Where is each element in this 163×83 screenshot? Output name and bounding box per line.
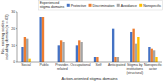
y-tick-label: 0 — [13, 60, 15, 64]
x-tick-label-line: actor — [149, 67, 158, 71]
y-tick-label: 30 — [11, 10, 15, 14]
bar — [39, 17, 41, 62]
bar — [96, 57, 98, 62]
bar — [130, 32, 132, 62]
legend-swatch — [89, 4, 92, 7]
bar — [60, 40, 62, 62]
y-tick — [16, 28, 17, 29]
x-tick-label-line: Anticipated — [108, 63, 125, 67]
x-tick-label: Occupational — [70, 63, 91, 67]
x-tick-label-line: (structural) — [126, 71, 143, 75]
bar — [26, 39, 28, 62]
x-tick-label: Self — [96, 63, 102, 67]
legend-label: Avoidance — [121, 4, 137, 8]
y-axis — [17, 12, 18, 62]
y-tick — [16, 12, 17, 13]
bars — [21, 17, 157, 62]
x-tick-label: Provider-related — [55, 63, 70, 71]
bar — [78, 40, 80, 62]
y-tick-label: 10 — [11, 44, 15, 48]
bar — [132, 29, 134, 62]
legend-swatch — [67, 4, 70, 7]
bar — [153, 50, 155, 62]
bar — [62, 42, 64, 62]
bar — [114, 57, 116, 62]
bar — [137, 37, 139, 62]
legend-label: Nonspecific — [143, 4, 161, 8]
x-tick-label-line: Occupational — [70, 63, 91, 67]
x-tick-label-line: Self — [96, 63, 102, 67]
bar — [24, 37, 26, 62]
legend-swatch — [139, 4, 142, 7]
x-axis-label: Action-oriented stigma domains — [61, 76, 117, 81]
y-tick — [16, 45, 17, 46]
bar — [28, 59, 30, 62]
legend-frame — [39, 1, 163, 11]
y-axis-label: No. existing scalesincluding domain (n =… — [0, 14, 9, 60]
bar — [21, 47, 23, 62]
legend-label: Discrimination — [93, 4, 115, 8]
bar — [155, 57, 157, 62]
x-tick-label: Social — [21, 63, 31, 67]
x-tick-label-line: related — [57, 67, 68, 71]
legend-title: Experiencedstigma domains — [40, 1, 65, 9]
bar — [94, 57, 96, 62]
x-tick-label: Anticipated — [108, 63, 125, 67]
bar — [151, 49, 153, 62]
bar — [112, 29, 114, 62]
y-tick-label: 20 — [11, 27, 15, 31]
y-axis-label-line: including domain (n = 43) — [4, 14, 9, 60]
legend-label: Protective — [71, 4, 87, 8]
legend-swatch — [117, 4, 120, 7]
bar — [135, 44, 137, 62]
bar — [58, 45, 60, 62]
chart: 0 10 20 30 Social Public Provider-relatedOccup… — [0, 0, 163, 83]
bar — [80, 42, 82, 62]
x-tick-label-line: Social — [21, 63, 31, 67]
legend: Experiencedstigma domains Protective Discr… — [39, 1, 163, 11]
bar — [148, 47, 150, 62]
bar — [42, 17, 44, 62]
x-tick-label: Stigma byinstitutions(structural) — [126, 63, 143, 75]
x-tick-label: Public — [39, 63, 49, 67]
bar — [76, 45, 78, 62]
bar — [117, 57, 119, 62]
legend-title-line: stigma domains — [40, 5, 65, 9]
y-tick — [16, 62, 17, 63]
x-tick-label: Nonspecificactor — [144, 63, 162, 71]
x-tick-label-line: Public — [39, 63, 49, 67]
